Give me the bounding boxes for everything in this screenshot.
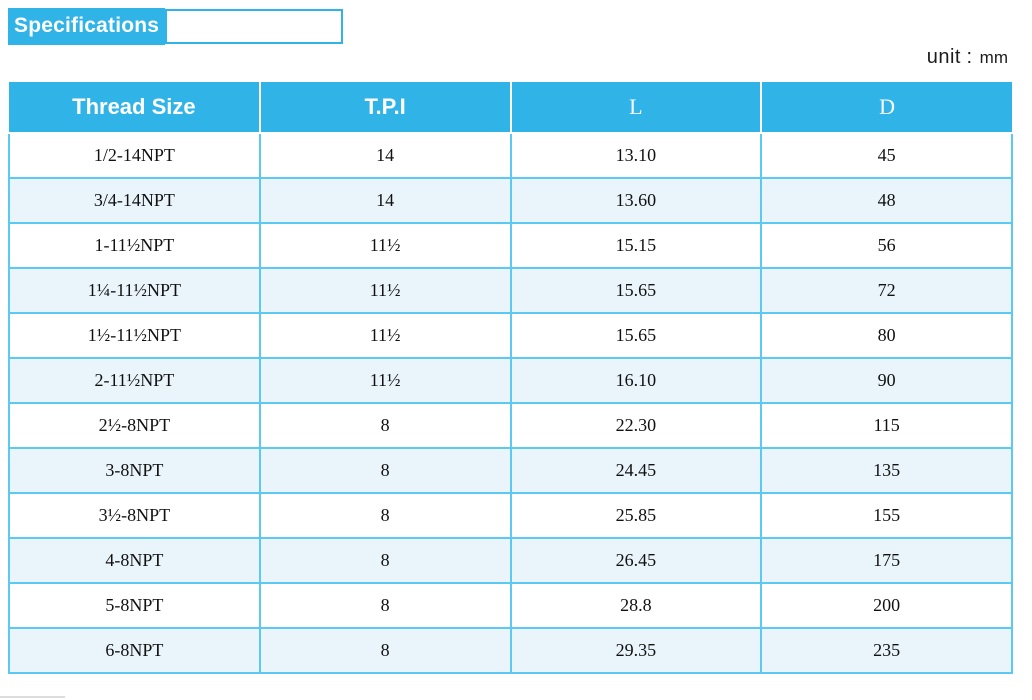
cell-d: 56	[760, 222, 1013, 269]
cell-thread-size: 3½-8NPT	[8, 492, 261, 539]
table-body: 1/2-14NPT 14 13.10 45 3/4-14NPT 14 13.60…	[8, 132, 1013, 674]
bottom-left-divider	[0, 696, 65, 698]
cell-thread-size: 1/2-14NPT	[8, 132, 261, 179]
table-row: 6-8NPT 8 29.35 235	[8, 627, 1013, 674]
cell-thread-size: 5-8NPT	[8, 582, 261, 629]
table-row: 1/2-14NPT 14 13.10 45	[8, 132, 1013, 179]
cell-tpi: 11½	[258, 267, 512, 314]
cell-l: 15.65	[509, 312, 763, 359]
cell-thread-size: 2-11½NPT	[8, 357, 261, 404]
table-row: 3/4-14NPT 14 13.60 48	[8, 177, 1013, 224]
header-d: D	[761, 82, 1012, 134]
cell-tpi: 11½	[258, 357, 512, 404]
cell-tpi: 8	[258, 447, 512, 494]
cell-thread-size: 1½-11½NPT	[8, 312, 261, 359]
table-row: 1½-11½NPT 11½ 15.65 80	[8, 312, 1013, 359]
cell-thread-size: 1¼-11½NPT	[8, 267, 261, 314]
cell-d: 90	[760, 357, 1013, 404]
cell-tpi: 8	[258, 627, 512, 674]
cell-l: 13.60	[509, 177, 763, 224]
title-empty-box	[165, 9, 344, 44]
specifications-table: Thread Size T.P.I L D 1/2-14NPT 14 13.10…	[8, 82, 1013, 674]
header-row: Thread Size T.P.I L D	[9, 82, 1012, 134]
cell-l: 24.45	[509, 447, 763, 494]
cell-d: 48	[760, 177, 1013, 224]
cell-l: 16.10	[509, 357, 763, 404]
cell-d: 115	[760, 402, 1013, 449]
cell-thread-size: 1-11½NPT	[8, 222, 261, 269]
cell-thread-size: 2½-8NPT	[8, 402, 261, 449]
table-row: 4-8NPT 8 26.45 175	[8, 537, 1013, 584]
cell-tpi: 11½	[258, 312, 512, 359]
cell-l: 22.30	[509, 402, 763, 449]
table-row: 2-11½NPT 11½ 16.10 90	[8, 357, 1013, 404]
page-title: Specifications	[8, 8, 166, 45]
cell-d: 200	[760, 582, 1013, 629]
header-l: L	[510, 82, 763, 134]
cell-d: 72	[760, 267, 1013, 314]
table-row: 3½-8NPT 8 25.85 155	[8, 492, 1013, 539]
cell-d: 235	[760, 627, 1013, 674]
unit-label: unit	[926, 46, 961, 68]
cell-thread-size: 4-8NPT	[8, 537, 261, 584]
table-header: Thread Size T.P.I L D	[9, 82, 1012, 134]
table-row: 1-11½NPT 11½ 15.15 56	[8, 222, 1013, 269]
cell-l: 26.45	[509, 537, 763, 584]
cell-thread-size: 6-8NPT	[8, 627, 261, 674]
cell-l: 29.35	[509, 627, 763, 674]
cell-l: 15.15	[509, 222, 763, 269]
cell-tpi: 14	[258, 177, 512, 224]
cell-d: 80	[760, 312, 1013, 359]
cell-l: 28.8	[509, 582, 763, 629]
cell-tpi: 8	[258, 492, 512, 539]
cell-d: 135	[760, 447, 1013, 494]
cell-l: 25.85	[509, 492, 763, 539]
cell-l: 13.10	[509, 132, 763, 179]
unit-value: mm	[979, 48, 1008, 67]
cell-d: 45	[760, 132, 1013, 179]
cell-thread-size: 3-8NPT	[8, 447, 261, 494]
header-tpi: T.P.I	[259, 82, 512, 134]
table-row: 3-8NPT 8 24.45 135	[8, 447, 1013, 494]
table-row: 2½-8NPT 8 22.30 115	[8, 402, 1013, 449]
unit-note: unit : mm	[927, 46, 1008, 69]
cell-l: 15.65	[509, 267, 763, 314]
table-row: 5-8NPT 8 28.8 200	[8, 582, 1013, 629]
cell-tpi: 11½	[258, 222, 512, 269]
cell-tpi: 8	[258, 537, 512, 584]
cell-d: 175	[760, 537, 1013, 584]
unit-colon: :	[966, 46, 973, 68]
cell-tpi: 8	[258, 582, 512, 629]
cell-thread-size: 3/4-14NPT	[8, 177, 261, 224]
table-row: 1¼-11½NPT 11½ 15.65 72	[8, 267, 1013, 314]
header-thread-size: Thread Size	[9, 82, 261, 134]
cell-tpi: 8	[258, 402, 512, 449]
cell-tpi: 14	[258, 132, 512, 179]
page-title-row: Specifications	[8, 8, 344, 45]
cell-d: 155	[760, 492, 1013, 539]
